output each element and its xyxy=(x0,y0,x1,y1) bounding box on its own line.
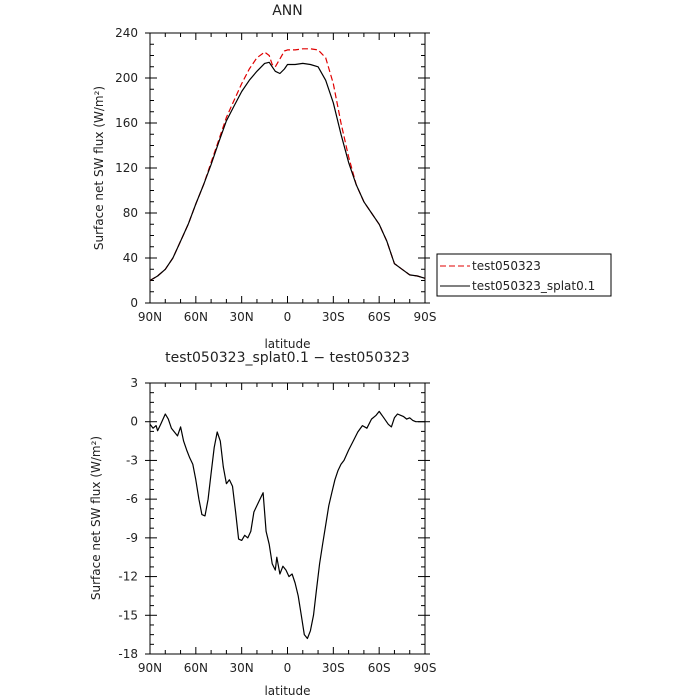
flux-x-tick-label: 0 xyxy=(284,310,292,324)
flux-series-line-0 xyxy=(149,48,426,282)
difference-y-tick-label: -18 xyxy=(118,647,138,661)
legend: test050323 test050323_splat0.1 xyxy=(436,253,612,297)
legend-box xyxy=(436,253,612,297)
flux-x-tick-label: 30N xyxy=(230,310,254,324)
difference-x-tick-label: 90S xyxy=(414,661,437,675)
flux-x-tick-label: 60S xyxy=(368,310,391,324)
flux-y-tick-label: 40 xyxy=(123,251,138,265)
legend-label-test050323-splat: test050323_splat0.1 xyxy=(472,279,595,293)
legend-label-test050323: test050323 xyxy=(472,259,541,273)
difference-y-tick-label: 3 xyxy=(130,376,138,390)
difference-series-line-0 xyxy=(149,410,425,640)
difference-x-tick-label: 0 xyxy=(284,661,292,675)
flux-y-tick-label: 80 xyxy=(123,206,138,220)
flux-x-tick-label: 30S xyxy=(322,310,345,324)
difference-x-tick-label: 30N xyxy=(230,661,254,675)
difference-y-tick-label: -15 xyxy=(118,608,138,622)
difference-panel: test050323_splat0.1 − test050323 latitud… xyxy=(89,350,436,698)
difference-y-tick-label: -6 xyxy=(126,492,138,506)
flux-x-tick-label: 90N xyxy=(138,310,162,324)
flux-series-line-1 xyxy=(149,61,426,282)
difference-y-tick-label: 0 xyxy=(130,415,138,429)
difference-series-lines xyxy=(149,410,425,640)
difference-x-axis-title: latitude xyxy=(264,684,310,698)
difference-y-axis-title: Surface net SW flux (W/m²) xyxy=(89,436,103,600)
flux-y-axis-title: Surface net SW flux (W/m²) xyxy=(92,86,106,250)
flux-axis-ticks: 90N 60N 30N 0 30S 60S 90S 0 40 80 120 160 200 240 xyxy=(115,26,436,324)
difference-x-tick-label: 60N xyxy=(184,661,208,675)
flux-panel: ANN latitude Surface net SW flux (W/m²) … xyxy=(92,3,436,351)
flux-y-tick-label: 160 xyxy=(115,116,138,130)
flux-x-tick-label: 90S xyxy=(414,310,437,324)
flux-y-tick-label: 0 xyxy=(130,296,138,310)
difference-y-tick-label: -9 xyxy=(126,531,138,545)
flux-x-tick-label: 60N xyxy=(184,310,208,324)
difference-x-tick-label: 90N xyxy=(138,661,162,675)
difference-x-tick-label: 30S xyxy=(322,661,345,675)
difference-plot-title: test050323_splat0.1 − test050323 xyxy=(165,350,410,366)
difference-y-tick-label: -12 xyxy=(118,570,138,584)
flux-plot-frame xyxy=(149,32,426,304)
difference-plot-frame xyxy=(149,382,426,655)
flux-plot-title: ANN xyxy=(272,3,303,19)
difference-axis-ticks: 90N 60N 30N 0 30S 60S 90S -18 -15 -12 -9 -6 -3 0 3 xyxy=(118,376,436,675)
difference-x-tick-label: 60S xyxy=(368,661,391,675)
difference-y-tick-label: -3 xyxy=(126,453,138,467)
flux-y-tick-label: 120 xyxy=(115,161,138,175)
flux-series-lines xyxy=(149,48,426,282)
flux-x-axis-title: latitude xyxy=(264,337,310,351)
flux-y-tick-label: 240 xyxy=(115,26,138,40)
flux-y-tick-label: 200 xyxy=(115,71,138,85)
